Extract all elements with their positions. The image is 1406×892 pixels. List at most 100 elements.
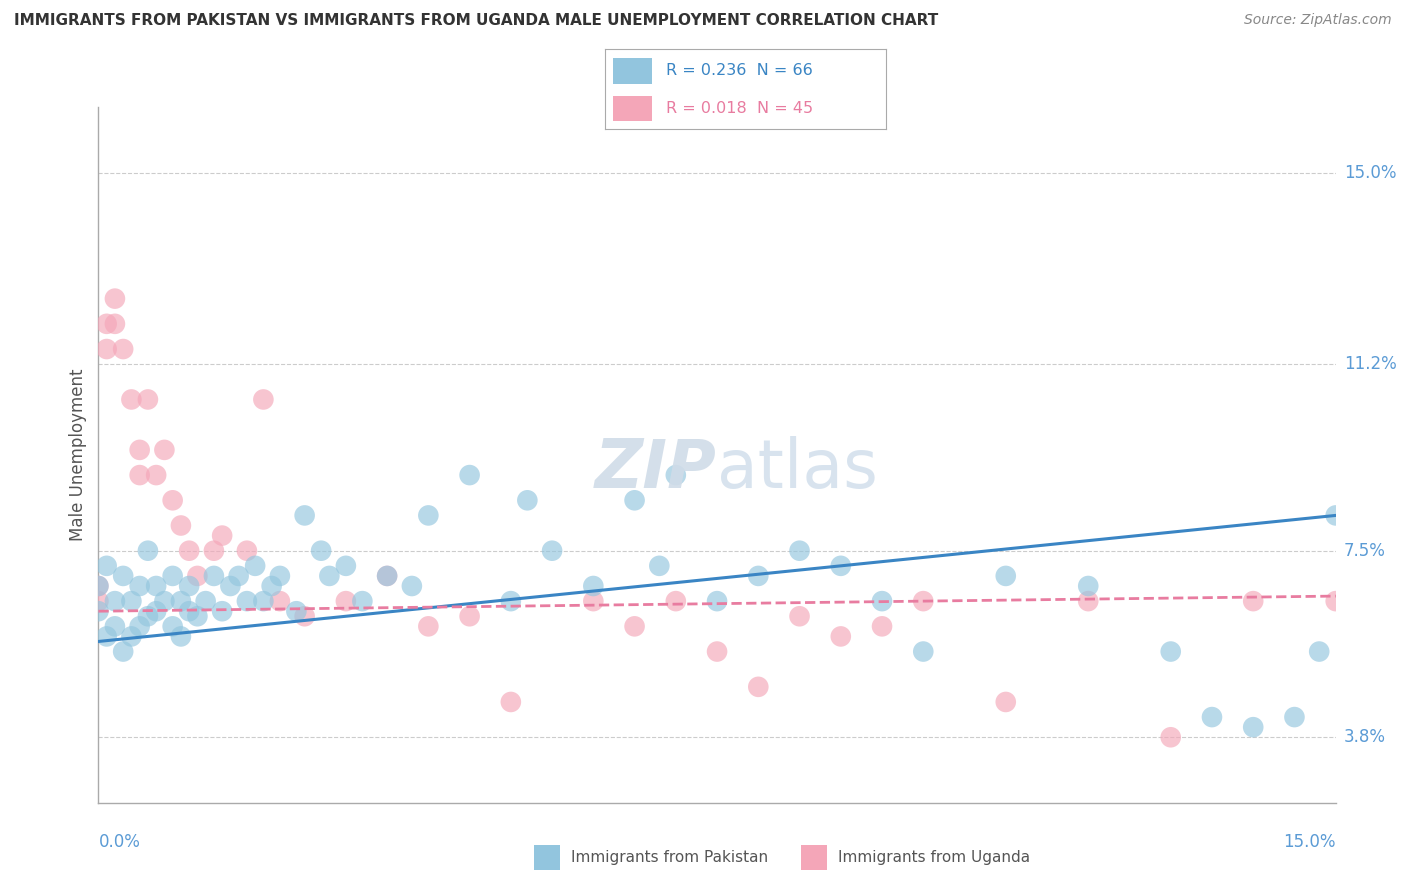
Text: 15.0%: 15.0% bbox=[1344, 163, 1396, 182]
Point bbox=[1365, 140, 1388, 154]
Point bbox=[202, 543, 225, 558]
Text: Immigrants from Pakistan: Immigrants from Pakistan bbox=[571, 850, 768, 864]
Point bbox=[96, 342, 118, 356]
Point bbox=[104, 292, 127, 306]
Point bbox=[228, 569, 250, 583]
Point bbox=[153, 594, 176, 608]
Point bbox=[375, 569, 398, 583]
Point bbox=[870, 619, 893, 633]
Point bbox=[418, 619, 440, 633]
Point bbox=[706, 594, 728, 608]
Point bbox=[747, 680, 769, 694]
Point bbox=[104, 317, 127, 331]
Point bbox=[830, 629, 852, 643]
Point bbox=[499, 594, 522, 608]
Point bbox=[186, 609, 208, 624]
Point bbox=[582, 594, 605, 608]
Point bbox=[194, 594, 217, 608]
Point bbox=[96, 558, 118, 573]
Point bbox=[128, 619, 150, 633]
Point bbox=[1241, 594, 1264, 608]
Point bbox=[179, 543, 201, 558]
FancyBboxPatch shape bbox=[613, 95, 652, 121]
Point bbox=[145, 468, 167, 483]
Point bbox=[162, 569, 184, 583]
Point bbox=[211, 604, 233, 618]
Text: 11.2%: 11.2% bbox=[1344, 355, 1396, 373]
Point bbox=[120, 629, 142, 643]
Point bbox=[170, 518, 193, 533]
Point bbox=[211, 528, 233, 542]
Point bbox=[120, 392, 142, 407]
Point bbox=[335, 558, 357, 573]
Point bbox=[112, 644, 135, 658]
Point bbox=[136, 392, 159, 407]
Point bbox=[136, 543, 159, 558]
Text: 3.8%: 3.8% bbox=[1344, 728, 1386, 747]
Point bbox=[186, 569, 208, 583]
Point bbox=[1324, 594, 1347, 608]
Point bbox=[648, 558, 671, 573]
Point bbox=[269, 594, 291, 608]
Point bbox=[260, 579, 283, 593]
Point bbox=[202, 569, 225, 583]
Point bbox=[128, 442, 150, 457]
Point bbox=[112, 569, 135, 583]
Point bbox=[1241, 720, 1264, 734]
Point bbox=[994, 569, 1017, 583]
Point bbox=[128, 579, 150, 593]
Point bbox=[458, 609, 481, 624]
Point bbox=[318, 569, 340, 583]
Point bbox=[252, 594, 274, 608]
Text: ZIP: ZIP bbox=[595, 436, 717, 502]
Point bbox=[1365, 680, 1388, 694]
Point bbox=[136, 609, 159, 624]
Point bbox=[104, 619, 127, 633]
Text: R = 0.018  N = 45: R = 0.018 N = 45 bbox=[666, 101, 814, 116]
Text: 7.5%: 7.5% bbox=[1344, 541, 1386, 559]
Point bbox=[1077, 579, 1099, 593]
Point bbox=[87, 594, 110, 608]
Point bbox=[830, 558, 852, 573]
Point bbox=[665, 594, 688, 608]
Point bbox=[1077, 594, 1099, 608]
Point bbox=[375, 569, 398, 583]
Point bbox=[665, 468, 688, 483]
Point bbox=[352, 594, 374, 608]
Point bbox=[112, 342, 135, 356]
Point bbox=[516, 493, 538, 508]
Text: IMMIGRANTS FROM PAKISTAN VS IMMIGRANTS FROM UGANDA MALE UNEMPLOYMENT CORRELATION: IMMIGRANTS FROM PAKISTAN VS IMMIGRANTS F… bbox=[14, 13, 938, 29]
Point bbox=[994, 695, 1017, 709]
Point bbox=[623, 619, 645, 633]
Point bbox=[1308, 644, 1330, 658]
Point bbox=[285, 604, 308, 618]
Point bbox=[236, 543, 259, 558]
Point bbox=[401, 579, 423, 593]
Point bbox=[541, 543, 564, 558]
Point bbox=[96, 629, 118, 643]
FancyBboxPatch shape bbox=[613, 58, 652, 84]
Point bbox=[294, 609, 316, 624]
Point bbox=[789, 609, 811, 624]
Point bbox=[179, 604, 201, 618]
Point bbox=[1160, 644, 1182, 658]
Point bbox=[162, 619, 184, 633]
Point bbox=[170, 594, 193, 608]
Point bbox=[153, 442, 176, 457]
Point bbox=[243, 558, 266, 573]
Point bbox=[309, 543, 332, 558]
Point bbox=[236, 594, 259, 608]
Point bbox=[623, 493, 645, 508]
Point bbox=[789, 543, 811, 558]
Point bbox=[87, 579, 110, 593]
Point bbox=[1284, 710, 1306, 724]
Point bbox=[582, 579, 605, 593]
Text: 15.0%: 15.0% bbox=[1284, 833, 1336, 851]
Point bbox=[252, 392, 274, 407]
Point bbox=[96, 317, 118, 331]
Point bbox=[418, 508, 440, 523]
Point bbox=[912, 594, 935, 608]
Point bbox=[179, 579, 201, 593]
Text: atlas: atlas bbox=[717, 436, 877, 502]
Point bbox=[120, 594, 142, 608]
